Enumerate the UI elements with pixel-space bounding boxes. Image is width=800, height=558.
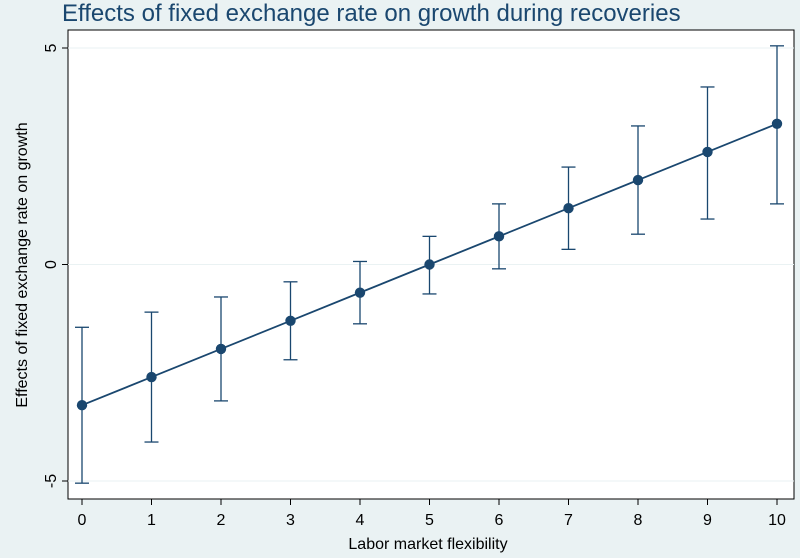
data-point <box>285 315 296 326</box>
x-tick-label: 1 <box>147 512 156 529</box>
data-point <box>76 400 88 411</box>
y-tick-label: -5 <box>43 474 60 488</box>
y-axis-title: Effects of fixed exchange rate on growth <box>14 122 31 407</box>
x-axis-title: Labor market flexibility <box>348 536 507 553</box>
x-tick-label: 2 <box>217 512 226 529</box>
data-point <box>354 287 366 298</box>
x-tick-label: 8 <box>634 512 643 529</box>
y-tick-label: 0 <box>43 260 60 269</box>
data-point <box>215 343 227 355</box>
x-tick-label: 6 <box>495 512 504 529</box>
x-tick-label: 0 <box>78 512 87 529</box>
axes: 5 0 -5 0 1 2 3 4 5 6 7 8 9 10 <box>43 43 786 529</box>
series-points <box>76 118 783 411</box>
data-point <box>702 146 713 158</box>
x-tick-label: 3 <box>286 512 295 529</box>
data-point <box>632 174 644 186</box>
x-tick-label: 7 <box>564 512 573 529</box>
chart-title: Effects of fixed exchange rate on growth… <box>62 0 681 27</box>
y-tick-label: 5 <box>43 43 60 52</box>
data-point <box>771 118 783 129</box>
x-tick-label: 4 <box>356 512 365 529</box>
data-point <box>424 259 435 270</box>
data-point <box>146 371 157 383</box>
data-point <box>563 203 574 214</box>
x-tick-label: 5 <box>425 512 434 529</box>
x-tick-label: 9 <box>703 512 712 529</box>
data-point <box>493 231 505 242</box>
x-tick-label: 10 <box>768 512 786 529</box>
